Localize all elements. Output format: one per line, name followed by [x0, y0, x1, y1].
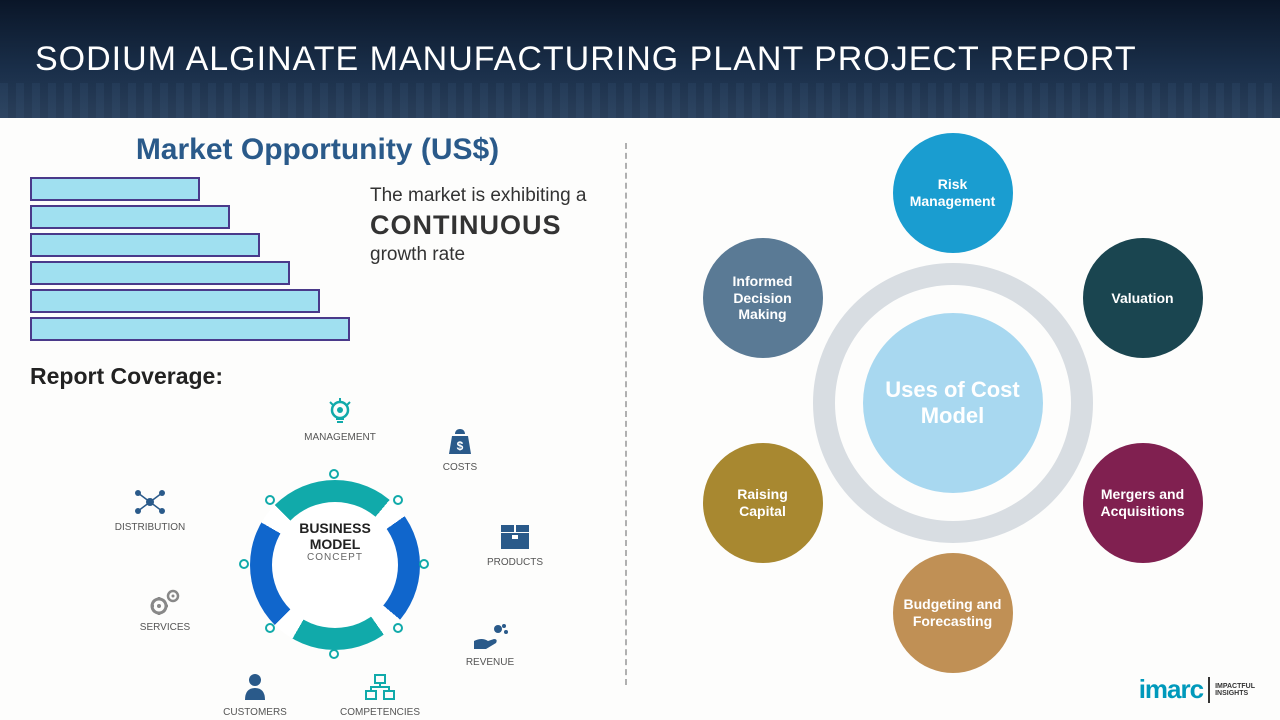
bm-item-revenue: REVENUE	[450, 620, 530, 668]
logo: imarc IMPACTFUL INSIGHTS	[1139, 674, 1255, 705]
bm-label: COSTS	[420, 462, 500, 473]
bar	[30, 261, 290, 285]
bm-item-distribution: DISTRIBUTION	[110, 485, 190, 533]
page-title: SODIUM ALGINATE MANUFACTURING PLANT PROJ…	[35, 40, 1137, 79]
bm-item-services: SERVICES	[125, 585, 205, 633]
gears-icon	[125, 585, 205, 619]
bar-chart	[30, 177, 350, 345]
bar	[30, 233, 260, 257]
cm-node: Informed Decision Making	[703, 238, 823, 358]
bm-label: REVENUE	[450, 657, 530, 668]
bar	[30, 317, 350, 341]
bar	[30, 177, 200, 201]
org-icon	[340, 670, 420, 704]
cm-node: Raising Capital	[703, 443, 823, 563]
bm-center: BUSINESS MODEL CONCEPT	[285, 520, 385, 563]
svg-text:$: $	[457, 439, 464, 453]
person-icon	[215, 670, 295, 704]
logo-bar	[1208, 677, 1210, 703]
bar	[30, 205, 230, 229]
cm-node: Budgeting and Forecasting	[893, 553, 1013, 673]
hand-icon	[450, 620, 530, 654]
text-big: CONTINUOUS	[370, 210, 605, 241]
box-icon	[475, 520, 555, 554]
bm-item-products: PRODUCTS	[475, 520, 555, 568]
header: SODIUM ALGINATE MANUFACTURING PLANT PROJ…	[0, 0, 1280, 118]
main-content: Market Opportunity (US$) The market is e…	[0, 118, 1280, 720]
cost-model-diagram: Uses of Cost Model Risk ManagementValuat…	[703, 153, 1203, 653]
bm-label: DISTRIBUTION	[110, 522, 190, 533]
bar	[30, 289, 320, 313]
bm-item-management: MANAGEMENT	[300, 395, 380, 443]
bm-item-costs: $ COSTS	[420, 425, 500, 473]
bag-icon: $	[420, 425, 500, 459]
logo-text: imarc	[1139, 674, 1203, 705]
cm-center: Uses of Cost Model	[863, 313, 1043, 493]
network-icon	[110, 485, 190, 519]
right-panel: Uses of Cost Model Risk Management Valuat…	[625, 118, 1280, 720]
text-line3: growth rate	[370, 244, 605, 266]
bm-label: CUSTOMERS	[215, 707, 295, 718]
market-opp-text: The market is exhibiting a CONTINUOUS gr…	[370, 177, 605, 345]
text-line1: The market is exhibiting a	[370, 185, 605, 207]
bulb-icon	[300, 395, 380, 429]
left-panel: Market Opportunity (US$) The market is e…	[0, 118, 625, 720]
divider	[625, 143, 627, 685]
bm-label: MANAGEMENT	[300, 432, 380, 443]
bm-label: SERVICES	[125, 622, 205, 633]
market-opp-title: Market Opportunity (US$)	[30, 133, 605, 167]
cm-node: Risk Management	[893, 133, 1013, 253]
bm-label: PRODUCTS	[475, 557, 555, 568]
bm-item-competencies: COMPETENCIES	[340, 670, 420, 718]
logo-sub: IMPACTFUL INSIGHTS	[1215, 683, 1255, 697]
cm-node: Valuation	[1083, 238, 1203, 358]
cm-node: Mergers and Acquisitions	[1083, 443, 1203, 563]
market-opp-row: The market is exhibiting a CONTINUOUS gr…	[30, 177, 605, 345]
bm-label: COMPETENCIES	[340, 707, 420, 718]
business-model-diagram: BUSINESS MODEL CONCEPT MANAGEMENT $ COSTS P…	[30, 385, 605, 705]
bm-item-customers: CUSTOMERS	[215, 670, 295, 718]
